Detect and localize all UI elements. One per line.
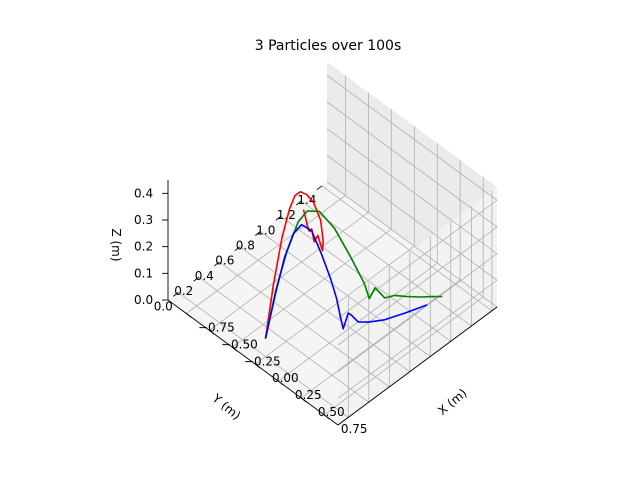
z-tick-label: 0.0 [134,293,153,307]
y-tick [234,246,241,252]
chart-title: 3 Particles over 100s [255,38,402,54]
x-tick-label: 0.50 [318,405,345,419]
y-tick-label: 0.0 [154,299,173,313]
gridline-z [326,74,498,319]
x-tick [209,330,215,335]
x-tick [300,397,307,403]
x-axis-label: X (m) [435,386,469,418]
series-line-3 [264,223,428,339]
y-tick-label: 0.4 [195,269,214,283]
x-tick-label: −0.50 [221,337,258,351]
x-tick [186,313,192,318]
chart-tick-labels: 0.00.20.40.60.81.01.21.4−0.75−0.50−0.250… [134,186,368,436]
y-tick-label: 0.8 [236,238,255,252]
back-pane-x [338,187,497,425]
z-axis-label: Z (m) [109,228,123,261]
y-tick-label: 1.2 [277,208,296,222]
series-line-1 [264,190,325,339]
x-tick-label: 0.25 [295,388,322,402]
y-tick [214,261,220,267]
z-tick-label: 0.1 [134,266,153,280]
z-tick-label: 0.3 [134,213,153,227]
x-tick [255,363,261,369]
x-tick-label: −0.75 [198,321,235,335]
y-tick [296,200,302,206]
y-tick-label: 0.2 [174,284,193,298]
y-tick-label: 1.0 [256,223,275,237]
chart-series [264,190,443,339]
gridline-z [326,154,498,399]
x-tick-label: 0.00 [272,371,299,385]
chart-panes [168,62,497,425]
y-tick-label: 1.4 [297,193,316,207]
z-tick-label: 0.4 [134,186,153,200]
x-tick [232,346,238,352]
z-tick-label: 0.2 [134,240,153,254]
y-tick [193,276,200,282]
x-tick-label: 0.75 [341,422,368,436]
x-axis-line [337,306,498,426]
x-tick [277,380,284,386]
x-tick [323,414,330,420]
y-axis-label: Y (m) [209,391,243,423]
y-tick [255,231,261,236]
x-tick-label: −0.25 [244,354,281,368]
y-tick-label: 0.6 [215,254,234,268]
y-tick [275,215,282,221]
y-tick [316,185,323,191]
gridline-z [326,101,498,346]
gridline-z [326,128,498,373]
y-axis-line [167,299,339,426]
chart-axes [162,180,498,426]
y-tick [172,292,179,297]
